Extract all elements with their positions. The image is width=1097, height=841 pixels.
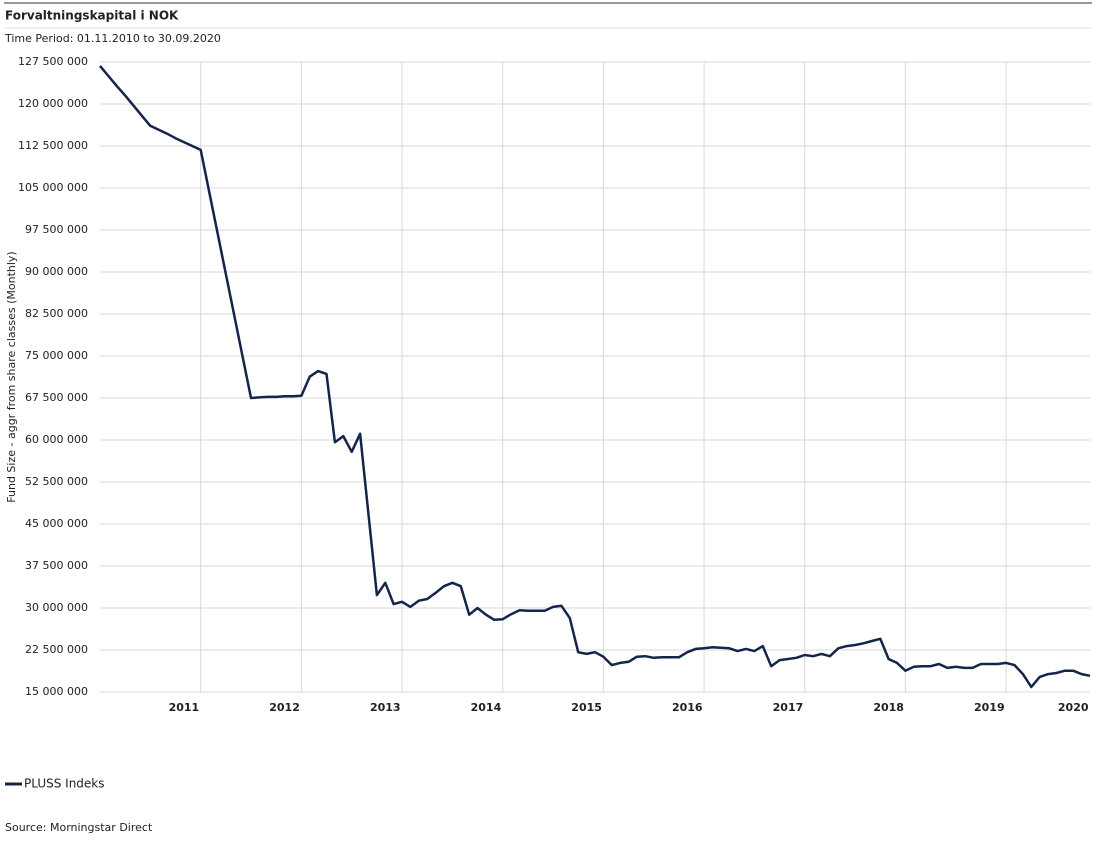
y-tick-label: 52 500 000 [25,475,88,488]
y-tick-label: 37 500 000 [25,559,88,572]
x-tick-label: 2013 [370,701,401,714]
legend-label: PLUSS Indeks [24,777,105,791]
y-tick-label: 60 000 000 [25,433,88,446]
y-tick-label: 67 500 000 [25,391,88,404]
x-tick-label: 2012 [269,701,300,714]
y-tick-label: 45 000 000 [25,517,88,530]
y-tick-label: 112 500 000 [18,139,88,152]
y-tick-label: 15 000 000 [25,685,88,698]
y-tick-label: 127 500 000 [18,55,88,68]
chart-title: Forvaltningskapital i NOK [5,9,179,23]
x-tick-label: 2016 [672,701,703,714]
y-tick-label: 90 000 000 [25,265,88,278]
x-tick-label: 2017 [773,701,804,714]
line-series [99,65,1091,689]
y-tick-label: 82 500 000 [25,307,88,320]
y-tick-label: 22 500 000 [25,643,88,656]
x-tick-label: 2015 [571,701,602,714]
y-tick-label: 75 000 000 [25,349,88,362]
x-tick-label: 2019 [974,701,1005,714]
y-tick-label: 105 000 000 [18,181,88,194]
source: Source: Morningstar Direct [5,821,153,834]
x-tick-label: 2011 [169,701,200,714]
y-tick-label: 120 000 000 [18,97,88,110]
x-tick-label: 2014 [471,701,502,714]
chart-subtitle: Time Period: 01.11.2010 to 30.09.2020 [4,32,221,45]
x-tick-label: 2020 [1058,701,1089,714]
y-tick-label: 97 500 000 [25,223,88,236]
y-axis-label: Fund Size - aggr from share classes (Mon… [5,251,18,502]
y-tick-label: 30 000 000 [25,601,88,614]
x-tick-label: 2018 [873,701,904,714]
